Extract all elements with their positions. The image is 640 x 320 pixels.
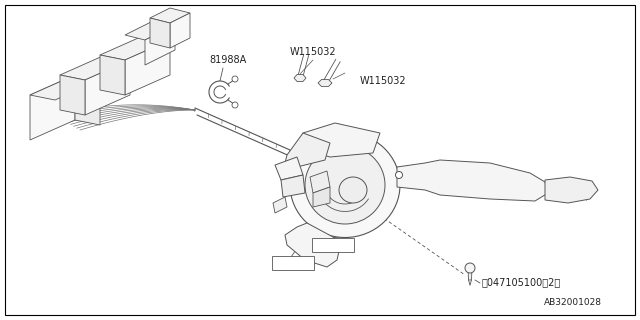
Polygon shape — [275, 157, 303, 180]
Polygon shape — [100, 35, 170, 60]
Polygon shape — [281, 175, 305, 197]
Polygon shape — [30, 75, 100, 100]
Polygon shape — [313, 187, 330, 207]
Circle shape — [396, 172, 403, 179]
Ellipse shape — [305, 146, 385, 224]
Polygon shape — [125, 40, 170, 95]
Polygon shape — [60, 75, 85, 115]
Polygon shape — [75, 75, 100, 125]
Text: 83111: 83111 — [278, 258, 308, 268]
Polygon shape — [100, 55, 125, 95]
Polygon shape — [170, 13, 190, 48]
Circle shape — [232, 76, 238, 82]
Polygon shape — [318, 80, 332, 86]
Text: Ⓢ047105100（2）: Ⓢ047105100（2） — [482, 277, 561, 287]
Polygon shape — [310, 171, 330, 193]
Text: 98261: 98261 — [317, 240, 348, 250]
Polygon shape — [297, 123, 380, 157]
FancyBboxPatch shape — [272, 256, 314, 270]
Polygon shape — [145, 25, 175, 65]
Polygon shape — [285, 133, 330, 167]
Text: W115032: W115032 — [290, 47, 336, 57]
Polygon shape — [150, 8, 190, 23]
Polygon shape — [397, 160, 548, 201]
Ellipse shape — [290, 132, 400, 237]
Polygon shape — [125, 20, 175, 40]
Polygon shape — [285, 223, 340, 267]
Polygon shape — [60, 55, 130, 80]
Polygon shape — [545, 177, 598, 203]
Polygon shape — [468, 268, 472, 280]
Circle shape — [465, 263, 475, 273]
Polygon shape — [150, 18, 170, 48]
Text: AB32001028: AB32001028 — [544, 298, 602, 307]
Text: W115032: W115032 — [360, 76, 406, 86]
Polygon shape — [294, 75, 306, 82]
Circle shape — [232, 102, 238, 108]
Polygon shape — [30, 75, 75, 140]
Text: 81988A: 81988A — [209, 55, 246, 65]
Ellipse shape — [339, 177, 367, 203]
Polygon shape — [273, 197, 287, 213]
FancyBboxPatch shape — [312, 238, 354, 252]
Polygon shape — [85, 60, 130, 115]
